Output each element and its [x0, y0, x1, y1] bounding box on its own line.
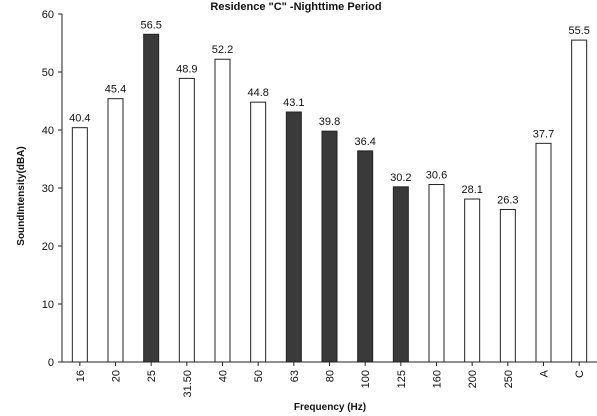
y-tick-label: 40 — [42, 125, 54, 137]
x-tick-label: 80 — [325, 370, 337, 382]
y-tick-label: 20 — [42, 241, 54, 253]
bar — [107, 98, 124, 363]
data-label: 39.8 — [319, 116, 340, 128]
x-tick-label: A — [539, 369, 551, 377]
x-tick-label: 31.50 — [182, 370, 194, 398]
bar — [250, 101, 267, 363]
y-tick-label: 60 — [42, 9, 54, 21]
chart-title: Residence "C" -Nighttime Period — [210, 1, 381, 13]
data-label: 52.2 — [212, 44, 233, 56]
y-tick-label: 0 — [48, 357, 54, 369]
data-label: 28.1 — [461, 184, 482, 196]
plot-area: 0 10 20 30 40 50 60 40.4 16 45.4 20 56.5 25 48.9 31.50… — [42, 9, 597, 398]
x-tick-label: 25 — [146, 370, 158, 382]
x-tick-label: 63 — [289, 370, 301, 382]
bar — [428, 184, 445, 363]
bar — [357, 150, 374, 363]
x-tick-label: 200 — [467, 370, 479, 388]
bar — [71, 127, 88, 363]
data-label: 26.3 — [497, 194, 518, 206]
x-tick-label: 250 — [503, 370, 515, 388]
data-label: 36.4 — [354, 136, 375, 148]
data-label: 56.5 — [140, 19, 161, 31]
bar — [392, 186, 409, 363]
bar — [178, 77, 195, 363]
data-label: 30.2 — [390, 172, 411, 184]
x-tick-label: 40 — [218, 370, 230, 382]
x-tick-label: 16 — [75, 370, 87, 382]
bar — [535, 142, 552, 363]
bar — [143, 33, 160, 363]
x-tick-label: 160 — [432, 370, 444, 388]
x-axis-title: Frequency (Hz) — [294, 402, 366, 413]
data-label: 44.8 — [247, 87, 268, 99]
data-label: 45.4 — [105, 84, 126, 96]
data-label: 43.1 — [283, 97, 304, 109]
y-tick-label: 30 — [42, 183, 54, 195]
bar — [321, 130, 338, 363]
bar — [571, 39, 588, 363]
data-label: 37.7 — [533, 128, 554, 140]
bar — [285, 111, 302, 363]
y-axis-title: SoundIntensity(dBA) — [16, 146, 27, 245]
data-label: 30.6 — [426, 170, 447, 182]
y-tick-label: 10 — [42, 299, 54, 311]
y-tick-label: 50 — [42, 67, 54, 79]
x-tick-label: 20 — [111, 370, 123, 382]
data-label: 55.5 — [568, 25, 589, 37]
data-label: 40.4 — [69, 113, 90, 125]
x-tick-label: C — [574, 370, 586, 378]
bar — [464, 198, 481, 363]
x-tick-label: 50 — [253, 370, 265, 382]
x-tick-label: 125 — [396, 370, 408, 388]
data-label: 48.9 — [176, 63, 197, 75]
bar — [499, 208, 516, 363]
x-tick-label: 100 — [360, 370, 372, 388]
bar — [214, 58, 231, 363]
